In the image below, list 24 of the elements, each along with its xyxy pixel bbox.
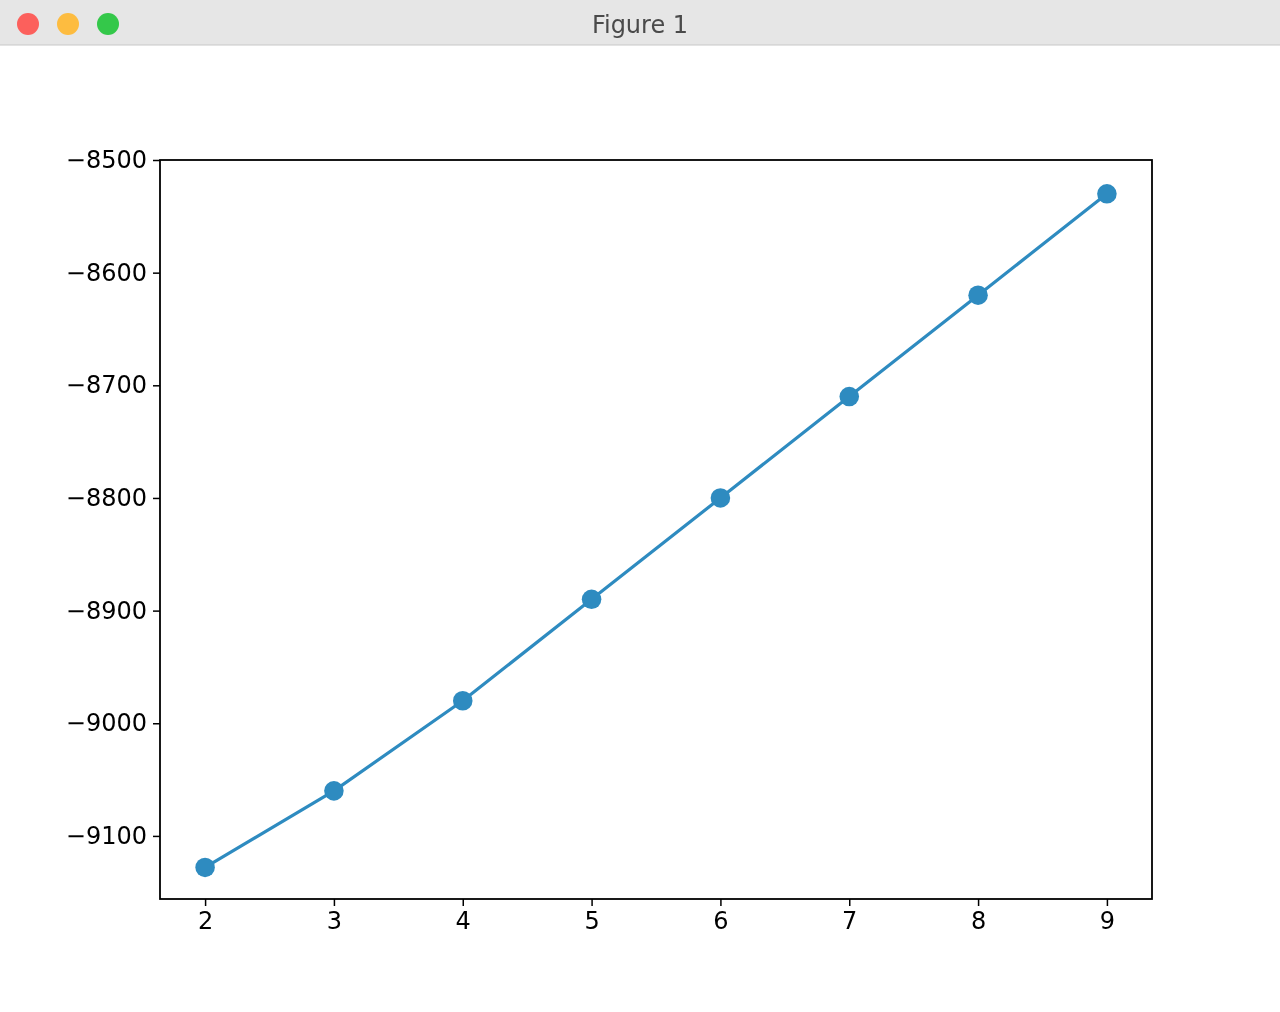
point xyxy=(968,285,988,305)
point xyxy=(452,690,473,711)
point xyxy=(1097,184,1117,204)
point xyxy=(324,781,344,801)
x-tick-label: 6 xyxy=(713,907,729,936)
x-tick-label: 9 xyxy=(1099,907,1116,936)
chart-title: Figure 1 xyxy=(591,11,689,39)
x-tick-label: 8 xyxy=(970,907,987,936)
y-tick-label: −8900 xyxy=(65,596,147,625)
y-tick-label: −8600 xyxy=(65,258,147,287)
point xyxy=(710,488,731,508)
x-tick-label: 7 xyxy=(842,907,858,936)
x-tick-label: 4 xyxy=(455,907,471,936)
point xyxy=(195,857,215,878)
x-tick-label: 3 xyxy=(326,907,343,936)
y-tick-label: −9100 xyxy=(65,822,147,851)
y-tick-label: −8700 xyxy=(65,371,147,400)
point xyxy=(581,589,602,610)
point xyxy=(839,386,860,407)
x-tick-label: 5 xyxy=(584,907,600,936)
x-tick-label: 2 xyxy=(197,907,214,936)
y-tick-label: −9000 xyxy=(65,709,147,738)
y-tick-label: −8500 xyxy=(65,146,147,175)
y-tick-label: −8800 xyxy=(65,484,147,513)
